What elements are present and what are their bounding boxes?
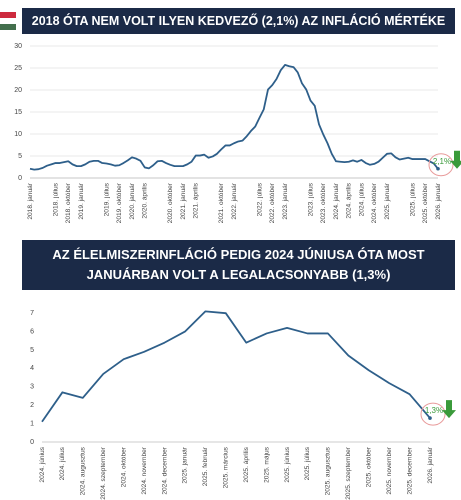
x-tick-label: 2024. július [59,446,66,480]
x-tick-label: 2025. május [263,446,270,483]
x-tick-label: 2024. szeptember [100,446,107,500]
highlight-ellipse [428,153,454,177]
y-tick-label: 25 [14,65,22,72]
x-tick-label: 2025. december [406,446,413,494]
x-tick-label: 2025. október [422,182,429,223]
x-tick-label: 2022. július [256,182,263,216]
chart-title: AZ ÉLELMISZERINFLÁCIÓ PEDIG 2024 JÚNIUSA… [22,240,455,290]
x-tick-label: 2018. július [52,182,59,216]
x-tick-label: 2025. március [223,446,230,488]
x-tick-label: 2024. augusztus [80,446,87,495]
y-tick-label: 2 [30,402,34,409]
x-tick-label: 2022. október [269,182,276,223]
last-point [428,416,432,420]
y-tick-label: 30 [14,43,22,50]
x-tick-label: 2019. január [78,182,85,219]
x-tick-label: 2025. augusztus [325,446,332,495]
x-tick-label: 2024. november [141,446,148,494]
y-tick-label: 5 [18,153,22,160]
annotation: 2,1% [433,157,451,166]
x-tick-label: 2025. július [304,446,311,480]
x-tick-label: 2025. január [182,446,189,483]
x-tick-label: 2018. október [65,182,72,223]
y-tick-label: 1 [30,420,34,427]
y-tick-label: 3 [30,384,34,391]
chart: 0 5 10 15 20 25 30 2018. január 2018. július 2018… [14,43,461,223]
y-tick-label: 10 [14,131,22,138]
x-tick-label: 2019. július [103,182,110,216]
chart-title: 2018 ÓTA NEM VOLT ILYEN KEDVEZŐ (2,1%) A… [22,8,455,34]
y-tick-label: 7 [30,310,34,317]
x-tick-label: 2025. szeptember [345,446,352,500]
flag [0,12,16,30]
x-tick-label: 2023. január [282,182,289,219]
x-tick-label: 2018. január [27,182,34,219]
x-tick-label: 2026. január [427,446,434,483]
x-tick-label: 2024. július [358,182,365,216]
x-tick-label: 2026. január [435,182,442,219]
x-tick-label: 2021. április [193,182,200,218]
x-tick-label: 2025. október [365,446,372,487]
data-line [41,310,431,423]
x-tick-label: 2025. január [384,182,391,219]
x-tick-label: 2025. június [284,446,291,482]
y-tick-label: 0 [18,175,22,182]
annotation: 1,3% [425,406,443,415]
x-tick-label: 2025. július [409,182,416,216]
highlight-ellipse [420,402,446,426]
x-tick-label: 2024. június [39,446,46,482]
last-point [436,166,440,171]
y-tick-label: 0 [30,439,34,446]
x-tick-label: 2020. április [142,182,149,218]
x-tick-label: 2021. január [180,182,187,219]
x-tick-label: 2025. november [386,446,393,494]
x-tick-label: 2025. április [243,446,250,482]
y-tick-label: 6 [30,328,34,335]
x-tick-label: 2023. július [307,182,314,216]
x-tick-label: 2020. január [129,182,136,219]
data-line [29,64,439,171]
down-arrow [442,400,456,419]
x-tick-label: 2020. október [167,182,174,223]
x-tick-label: 2023. október [320,182,327,223]
y-tick-label: 4 [30,365,34,372]
x-tick-label: 2025. február [202,446,209,486]
x-tick-label: 2024. október [120,446,127,487]
x-tick-label: 2021. október [218,182,225,223]
x-tick-label: 2022. január [231,182,238,219]
chart: 0 1 2 3 4 5 6 7 2024. június 2024. július 2024. au… [30,310,456,500]
y-tick-label: 20 [14,87,22,94]
x-tick-label: 2024. október [371,182,378,223]
x-tick-label: 2024. december [161,446,168,494]
x-tick-label: 2019. október [116,182,123,223]
y-tick-label: 5 [30,347,34,354]
down-arrow [450,150,461,169]
y-tick-label: 15 [14,109,22,116]
x-tick-label: 2024. január [333,182,340,219]
x-tick-label: 2024. április [346,182,353,218]
